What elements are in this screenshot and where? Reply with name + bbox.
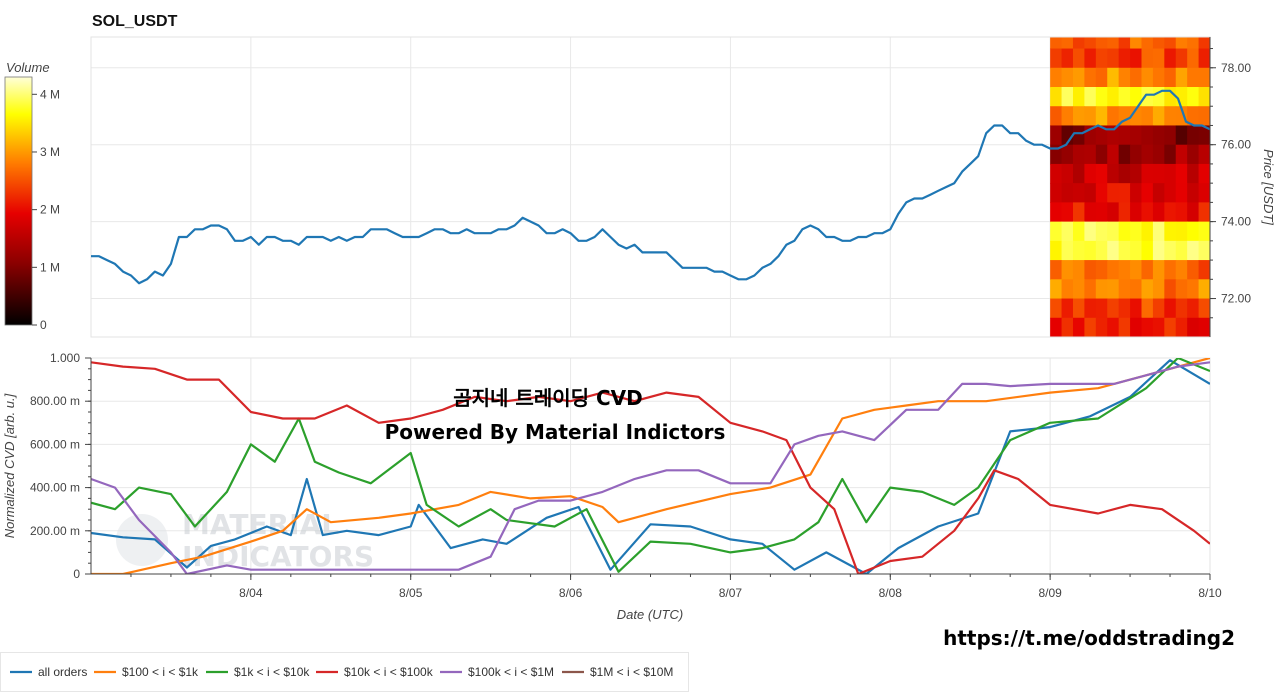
legend: all orders $100 < i < $1k $1k < i < $10k $1…	[10, 665, 673, 679]
date-tick-label: 8/07	[719, 586, 743, 600]
legend-entry[interactable]: $100 < i < $1k	[122, 665, 199, 679]
cvd-series-line-2	[91, 358, 1210, 573]
legend-entry[interactable]: all orders	[38, 665, 87, 679]
colorbar	[4, 76, 33, 326]
overlay-line-1: 곰지네 트레이딩 CVD	[453, 386, 642, 410]
colorbar-tick-label: 2 M	[40, 203, 60, 217]
date-tick-label: 8/05	[399, 586, 423, 600]
price-plot-frame	[90, 36, 1211, 338]
date-tick-label: 8/04	[239, 586, 263, 600]
date-tick-label: 8/10	[1198, 586, 1222, 600]
price-grid	[91, 37, 1211, 337]
price-tick-label: 74.00	[1221, 215, 1251, 229]
date-axis-label: Date (UTC)	[617, 607, 683, 622]
volume-heatmap	[1050, 37, 1210, 337]
cvd-tick-label: 600.00 m	[30, 437, 80, 451]
cvd-series-line-3	[91, 361, 1210, 574]
cvd-series-line-0	[91, 359, 1210, 574]
price-axis-label: Price [USDT]	[1261, 149, 1276, 225]
cvd-series-line-4	[91, 361, 1210, 574]
price-tick-label: 72.00	[1221, 292, 1251, 306]
colorbar-label: Volume	[6, 60, 50, 75]
chart-title: SOL_USDT	[92, 13, 178, 30]
colorbar-tick-label: 1 M	[40, 260, 60, 274]
legend-entry[interactable]: $1k < i < $10k	[234, 665, 310, 679]
cvd-tick-label: 1.000	[50, 351, 80, 365]
date-tick-label: 8/09	[1038, 586, 1062, 600]
legend-entry[interactable]: $100k < i < $1M	[468, 665, 554, 679]
telegram-url[interactable]: https://t.me/oddstrading2	[943, 626, 1235, 650]
cvd-tick-label: 0	[73, 567, 80, 581]
date-tick-label: 8/06	[559, 586, 583, 600]
cvd-tick-label: 200.00 m	[30, 524, 80, 538]
cvd-tick-label: 400.00 m	[30, 481, 80, 495]
price-tick-label: 76.00	[1221, 138, 1251, 152]
cvd-lines	[91, 358, 1210, 574]
date-axis-ticks: 8/04 8/05 8/06 8/07 8/08 8/09 8/10	[130, 574, 1222, 600]
cvd-series-line-1	[91, 358, 1210, 574]
overlay-line-2: Powered By Material Indictors	[385, 420, 726, 444]
cvd-y-axis-ticks: 0 200.00 m 400.00 m 600.00 m 800.00 m 1.000	[30, 351, 91, 581]
price-tick-label: 78.00	[1221, 61, 1251, 75]
colorbar-tick-label: 3 M	[40, 145, 60, 159]
colorbar-tick-label: 4 M	[40, 87, 60, 101]
cvd-tick-label: 800.00 m	[30, 394, 80, 408]
legend-entry[interactable]: $10k < i < $100k	[344, 665, 434, 679]
price-lines	[91, 89, 1210, 285]
date-tick-label: 8/08	[879, 586, 903, 600]
legend-entry[interactable]: $1M < i < $10M	[590, 665, 673, 679]
price-axis-ticks: 72.00 74.00 76.00 78.00	[1210, 48, 1251, 319]
colorbar-tick-label: 0	[40, 318, 47, 332]
cvd-axis-label: Normalized CVD [arb. u.]	[2, 393, 17, 538]
price-series-line	[91, 89, 1210, 285]
colorbar-ticks: 0 1 M 2 M 3 M 4 M	[32, 87, 60, 332]
